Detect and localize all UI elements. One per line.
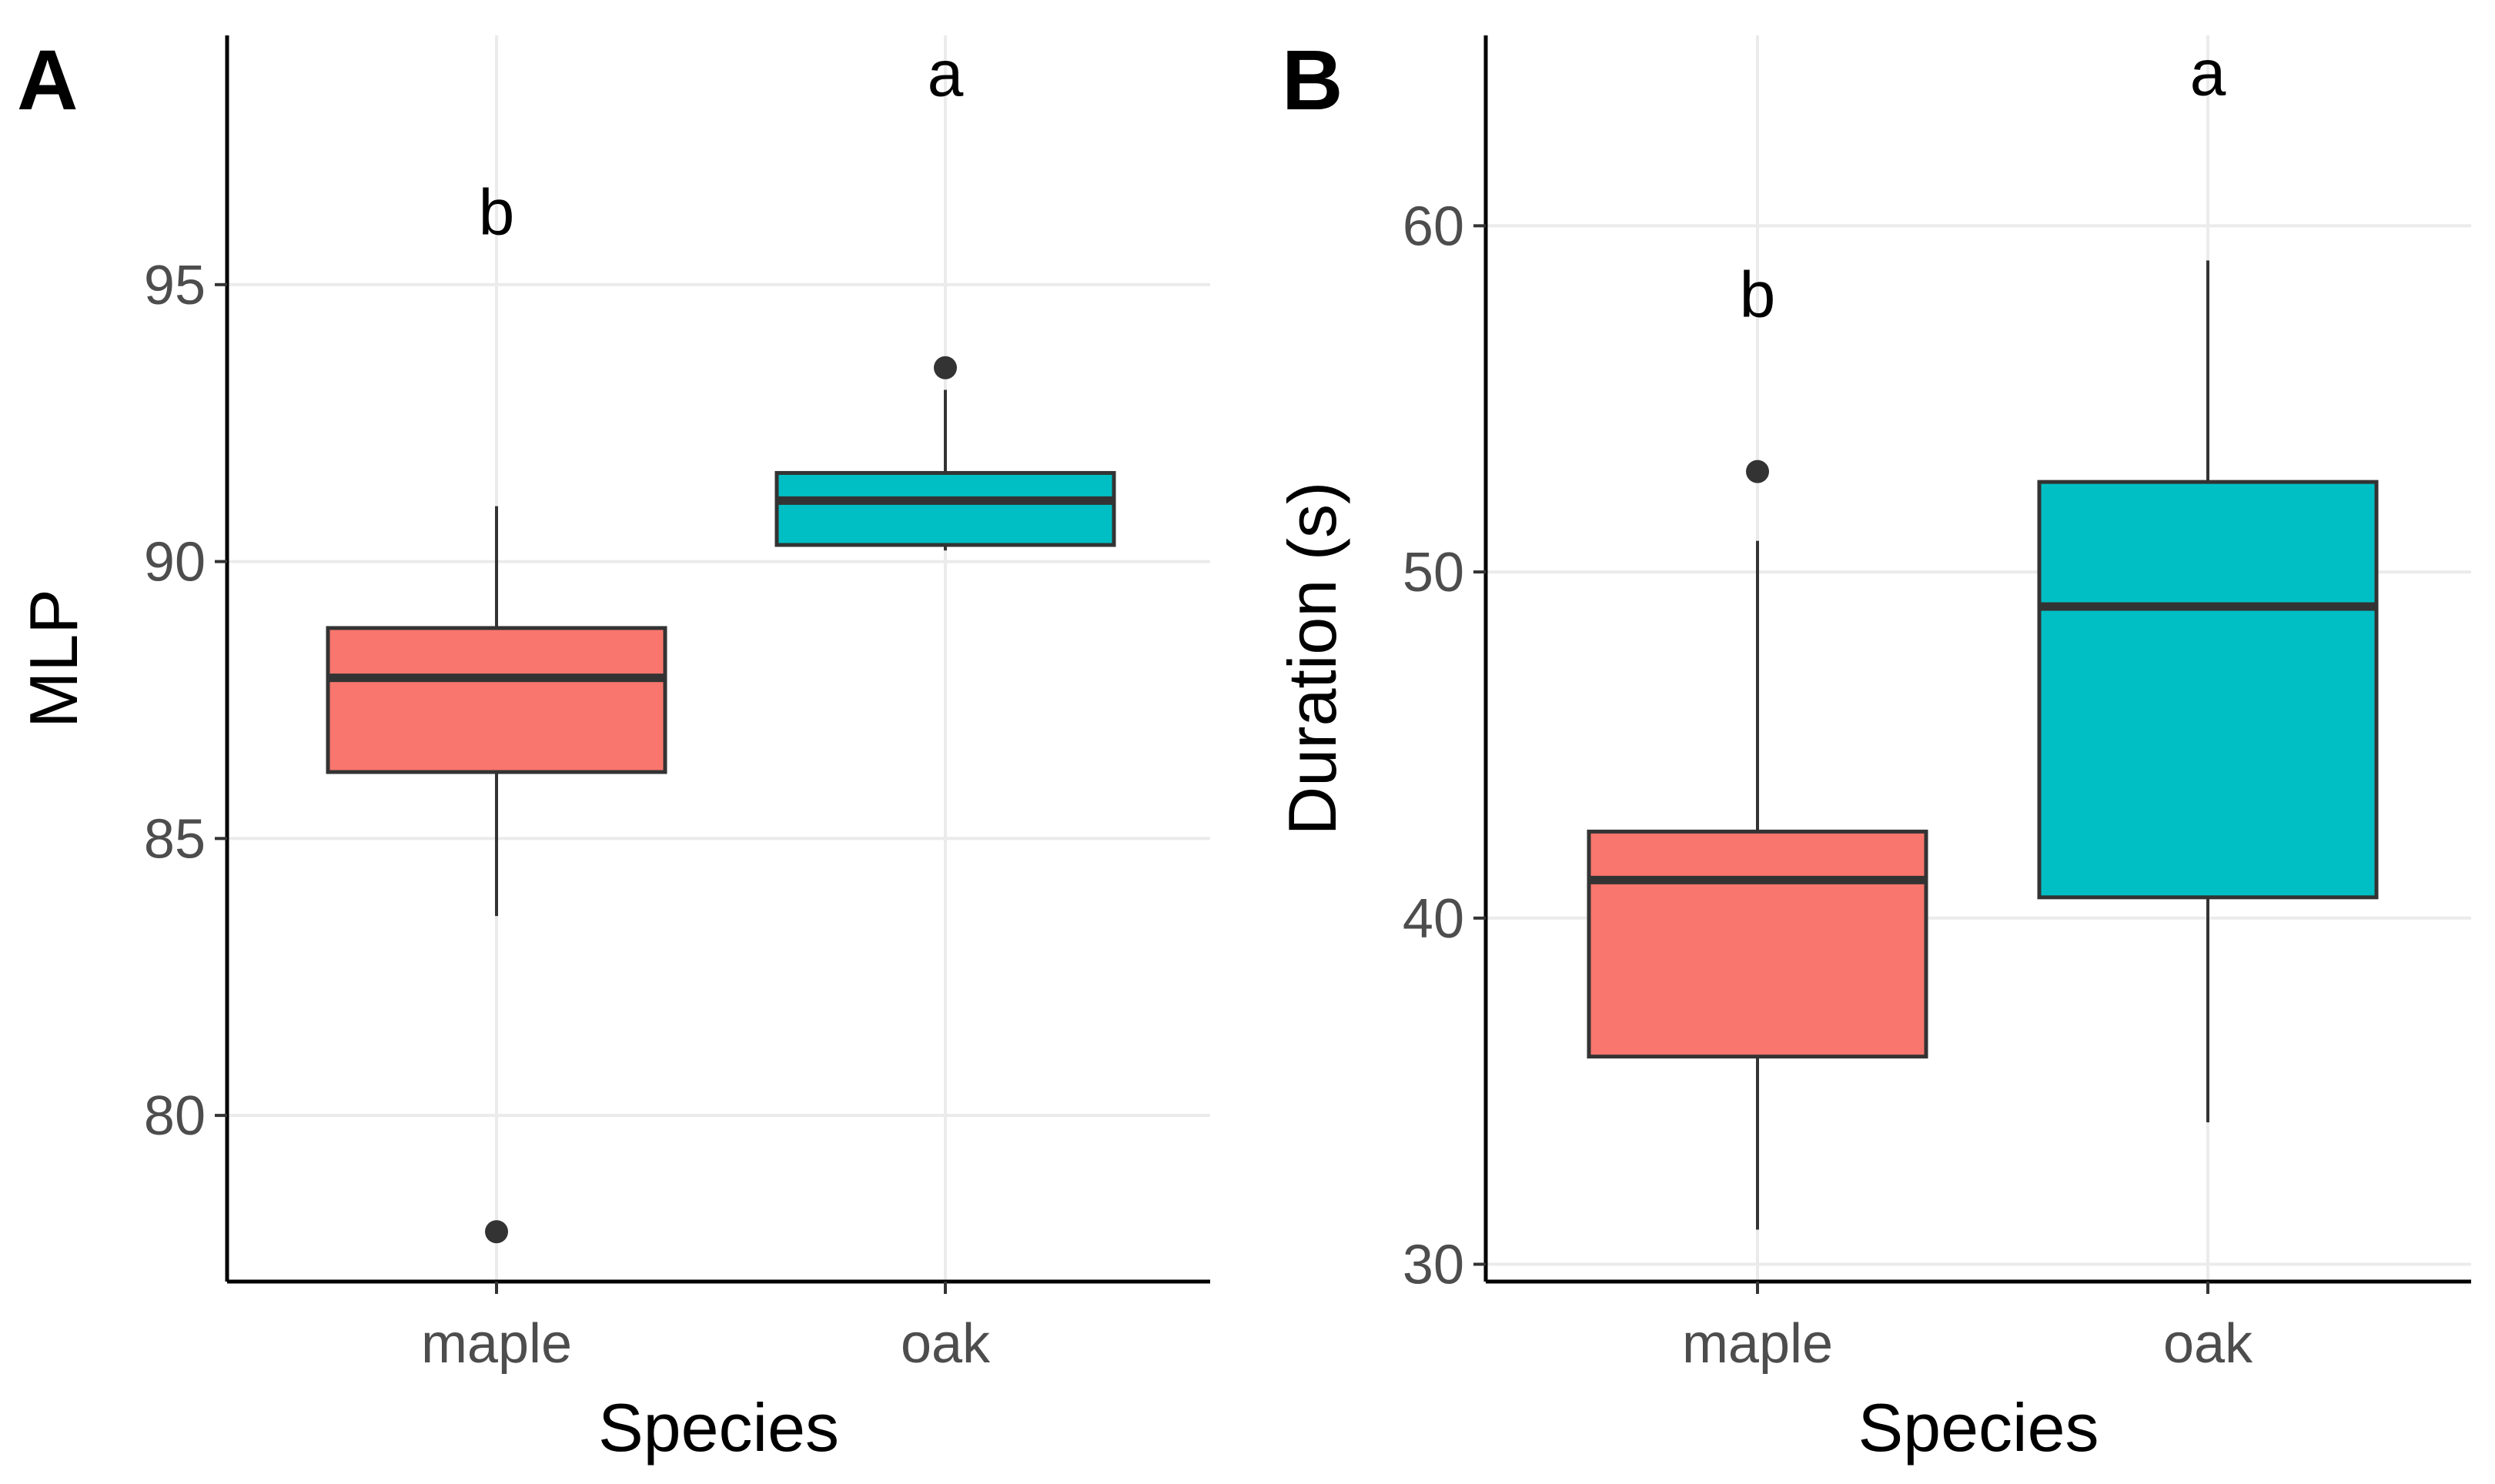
panel-b-y-tick-label-60: 60 — [1403, 196, 1464, 257]
panel-b-x-tick-label-oak: oak — [2163, 1313, 2253, 1375]
panel-a-oak-box — [774, 470, 1116, 547]
panel-b-oak-significance-letter: a — [2190, 36, 2226, 109]
panel-b-y-tick-label-50: 50 — [1403, 542, 1464, 603]
panel-b-tag: B — [1282, 33, 1343, 128]
panel-b-y-tick-label-30: 30 — [1403, 1235, 1464, 1296]
panel-b-maple-significance-letter: b — [1740, 258, 1776, 330]
panel-a-y-tick-label-85: 85 — [144, 808, 206, 870]
panel-b-maple-box — [1587, 829, 1928, 1059]
panel-b: B b a 30 40 50 60 maple oak Species Duration (s) — [1274, 33, 2471, 1466]
panel-a-maple-outlier-0 — [485, 1220, 508, 1244]
panel-a-x-tick-label-oak: oak — [901, 1313, 991, 1375]
panel-a-y-tick-label-90: 90 — [144, 532, 206, 593]
panel-a-box-maple — [326, 506, 667, 1244]
panel-b-x-tick-label-maple: maple — [1682, 1313, 1833, 1375]
panel-a-maple-box — [326, 626, 667, 774]
panel-b-oak-box — [2037, 480, 2379, 900]
panel-a-oak-outlier-0 — [934, 356, 957, 379]
panel-a-oak-significance-letter: a — [928, 37, 964, 109]
panel-a-y-axis-title: MLP — [15, 589, 92, 728]
panel-b-y-tick-label-40: 40 — [1403, 888, 1464, 950]
panel-b-maple-outlier-0 — [1746, 460, 1769, 483]
panel-a-tag: A — [17, 33, 78, 128]
panel-a-x-axis-title: Species — [598, 1389, 839, 1466]
panel-a-maple-significance-letter: b — [479, 175, 515, 248]
panel-a-y-tick-label-95: 95 — [144, 255, 206, 316]
panel-a: A b a 80 85 90 95 maple oak Species MLP — [15, 33, 1210, 1466]
panel-a-x-tick-label-maple: maple — [421, 1313, 572, 1375]
panel-b-box-oak — [2037, 260, 2379, 1123]
panel-a-y-tick-label-80: 80 — [144, 1085, 206, 1147]
panel-b-y-axis-title: Duration (s) — [1274, 482, 1350, 836]
panel-b-x-axis-title: Species — [1858, 1389, 2099, 1466]
panel-b-box-maple — [1587, 460, 1928, 1230]
panel-a-box-oak — [774, 356, 1116, 551]
